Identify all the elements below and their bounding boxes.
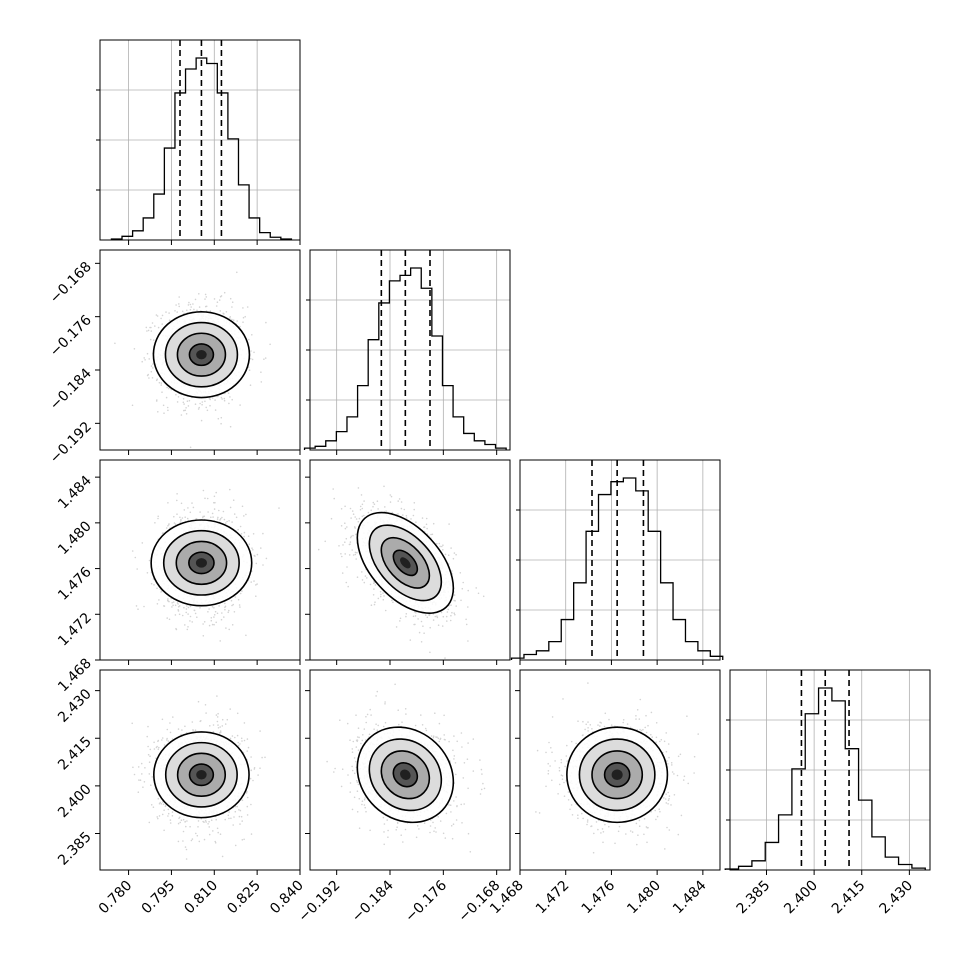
y-tick-label: −0.184 [47, 365, 95, 413]
x-tick-label: 2.400 [781, 878, 821, 918]
density-panel-3-1 [309, 669, 511, 871]
x-tick-label: −0.176 [402, 877, 450, 925]
panel-content [535, 682, 700, 854]
contour-0 [392, 549, 419, 577]
density-fill-4 [196, 770, 207, 780]
contour-0 [188, 551, 215, 575]
panel-frame [309, 669, 511, 871]
contour-0 [603, 762, 631, 788]
panel-content [131, 695, 266, 860]
panel-frame [99, 669, 301, 871]
density-panel-1-0 [99, 249, 301, 451]
contour-3 [356, 511, 455, 614]
panel-frame [99, 249, 301, 451]
x-tick-label: 0.810 [181, 878, 221, 918]
panel-frame [309, 459, 511, 661]
histogram-step [724, 687, 926, 870]
contour-1 [176, 752, 227, 797]
x-tick-label: 2.430 [877, 878, 917, 918]
x-tick-label: 1.472 [533, 878, 573, 918]
panel-frame [99, 459, 301, 661]
y-tick-label: −0.192 [47, 419, 95, 467]
hist-panel-0 [96, 39, 301, 241]
contour-3 [150, 519, 253, 607]
contour-3 [566, 726, 669, 824]
contour-1 [380, 750, 431, 800]
x-tick-label: −0.184 [349, 877, 397, 925]
y-tick-label: 2.400 [55, 781, 95, 821]
x-tick-label: 1.480 [624, 878, 664, 918]
panel-content [326, 683, 486, 853]
x-tick-label: 0.795 [139, 878, 179, 918]
contour-2 [368, 738, 443, 812]
contour-1 [176, 332, 227, 377]
contour-1 [175, 540, 228, 586]
y-tick-label: 2.385 [55, 829, 95, 869]
x-tick-label: 2.385 [734, 878, 774, 918]
density-panel-2-0 [99, 459, 301, 661]
contour-0 [188, 343, 215, 367]
hist-panel-1 [303, 249, 511, 451]
x-tick-label: 2.415 [829, 878, 869, 918]
contour-3 [152, 311, 251, 399]
y-tick-label: 1.480 [55, 518, 95, 558]
histogram-step [110, 57, 293, 240]
y-tick-label: −0.176 [47, 312, 95, 360]
y-tick-label: 1.476 [55, 564, 95, 604]
contour-2 [368, 524, 443, 602]
panel-content [317, 485, 485, 659]
x-tick-label: −0.192 [296, 878, 344, 926]
x-tick-label: 0.825 [224, 878, 264, 918]
contour-3 [356, 726, 455, 824]
contour-3 [153, 731, 250, 819]
density-fill-4 [400, 769, 411, 781]
y-tick-label: 2.430 [55, 686, 95, 726]
density-fill-4 [196, 349, 207, 360]
y-tick-label: 1.468 [55, 656, 95, 696]
y-tick-label: 1.484 [55, 473, 95, 513]
contour-2 [162, 529, 240, 596]
y-tick-label: −0.168 [47, 259, 95, 307]
density-panel-3-2 [519, 669, 721, 871]
density-fill-4 [611, 769, 623, 780]
contour-2 [164, 741, 238, 808]
hist-panel-2 [510, 459, 724, 661]
contour-1 [380, 536, 431, 589]
contour-2 [164, 321, 239, 388]
x-tick-label: 1.484 [670, 877, 710, 917]
panel-frame [519, 669, 721, 871]
y-tick-label: 2.415 [55, 734, 95, 774]
y-tick-label: 1.472 [55, 610, 95, 650]
contour-2 [578, 738, 656, 812]
contour-1 [591, 750, 644, 800]
density-panel-2-1 [309, 459, 511, 661]
x-tick-label: 1.476 [579, 877, 619, 917]
panel-content [131, 488, 280, 642]
contour-0 [392, 762, 419, 788]
contour-0 [188, 763, 215, 787]
density-fill-4 [195, 558, 207, 568]
panel-content [114, 271, 271, 449]
density-panel-3-0 [99, 669, 301, 871]
x-tick-label: 0.780 [96, 878, 136, 918]
hist-panel-3 [724, 669, 931, 871]
